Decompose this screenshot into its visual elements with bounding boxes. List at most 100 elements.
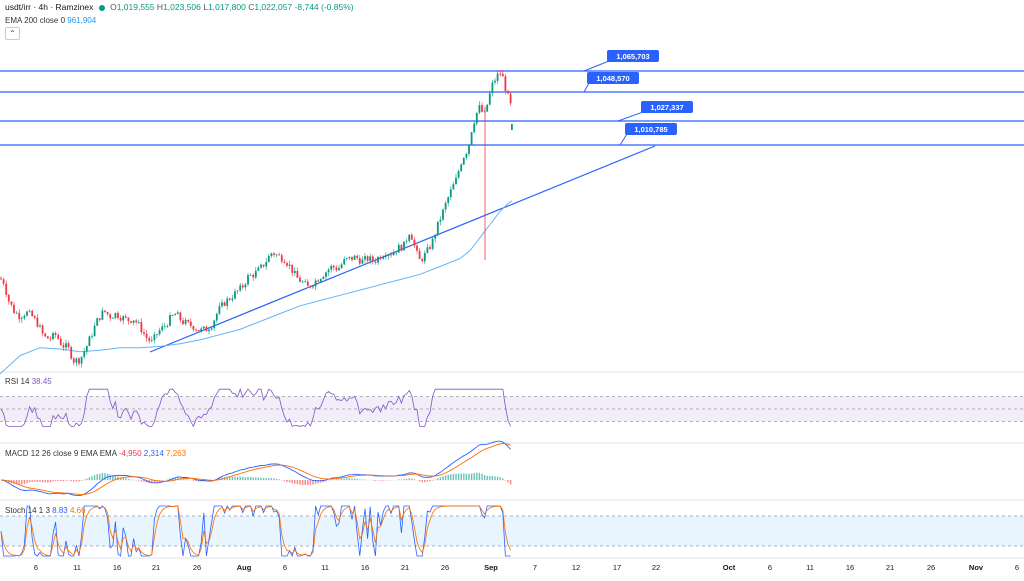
candle-body [434,235,436,239]
x-tick-label: Oct [723,563,736,572]
candle-body [252,275,254,278]
candle-body [510,94,512,104]
candle-body [468,145,470,154]
macd-histogram-bar [359,479,360,480]
macd-histogram-bar [305,480,306,485]
macd-histogram-bar [29,480,30,482]
macd-histogram-bar [24,480,25,484]
candle-body [364,256,366,259]
label-pointer [620,134,627,145]
candle-body [429,247,431,249]
candle-body [96,318,98,326]
candle-body [55,333,57,335]
candle-body [154,334,156,340]
candle-body [117,313,119,318]
macd-histogram-bar [250,477,251,480]
macd-legend[interactable]: MACD 12 26 close 9 EMA EMA -4,950 2,314 … [5,449,186,458]
candle-body [198,330,200,331]
macd-histogram-bar [380,480,381,481]
macd-histogram-bar [229,477,230,480]
ema-value: 961,904 [67,16,96,25]
candle-body [29,311,31,312]
candle-body [359,258,361,264]
candle-body [393,253,395,255]
macd-histogram-bar [398,479,399,480]
macd-histogram-bar [422,480,423,482]
macd-histogram-bar [47,480,48,482]
candle-body [408,235,410,241]
candle-body [440,220,442,222]
stoch-legend[interactable]: Stoch 14 1 3 8.83 4.66 [5,506,86,515]
candle-body [50,339,52,340]
collapse-legend-button[interactable]: ⌃ [5,27,20,40]
macd-histogram-bar [497,477,498,481]
candle-body [5,284,7,295]
trendline[interactable] [150,146,655,352]
candle-body [94,326,96,336]
rsi-band [0,397,1024,422]
candle-body [447,197,449,203]
level-label-text: 1,010,785 [634,125,667,134]
ema-legend[interactable]: EMA 200 close 0 961,904 [5,16,96,25]
candle-body [232,299,234,300]
macd-histogram-bar [502,478,503,480]
candle-body [8,295,10,302]
candle-body [13,305,15,313]
macd-histogram-bar [26,480,27,483]
macd-histogram-bar [445,475,446,480]
macd-histogram-bar [110,475,111,481]
candle-body [442,209,444,219]
macd-histogram-bar [258,478,259,481]
candle-body [146,334,148,338]
candle-body [268,256,270,262]
x-tick-label: 6 [768,563,772,572]
candle-body [172,315,174,316]
macd-histogram-bar [484,475,485,480]
candle-body [317,281,319,282]
macd-histogram-bar [429,480,430,481]
x-tick-label: 17 [613,563,621,572]
macd-histogram-bar [432,480,433,481]
candle-body [200,329,202,332]
macd-histogram-bar [84,480,85,481]
horizontal-levels[interactable] [0,71,1024,145]
candle-body [76,358,78,362]
macd-histogram-bar [273,478,274,480]
candle-body [424,253,426,261]
macd-histogram-bar [331,479,332,480]
macd-histogram-bar [125,478,126,480]
candle-body [260,265,262,268]
candle-body [351,257,353,260]
candle-body [325,272,327,277]
macd-histogram-bar [99,474,100,480]
candle-body [289,265,291,266]
candle-body [281,255,283,261]
status-dot-icon [99,5,105,11]
candle-body [216,314,218,321]
candle-body [460,165,462,172]
candle-body [255,271,257,278]
candle-body [476,113,478,124]
macd-histogram-bar [78,480,79,481]
macd-histogram-bar [307,480,308,485]
macd-histogram-bar [52,480,53,482]
candle-body [0,278,2,279]
macd-histogram-bar [468,474,469,480]
rsi-legend[interactable]: RSI 14 38.45 [5,377,52,386]
candle-body [133,321,135,323]
candle-body [489,93,491,104]
candle-body [382,257,384,259]
candle-body [265,262,267,266]
macd-histogram-bar [507,480,508,482]
candle-body [187,320,189,322]
candle-body [195,330,197,331]
candle-body [81,357,83,364]
candle-body [24,316,26,318]
candle-body [414,240,416,246]
macd-histogram-bar [50,480,51,482]
chevron-up-icon: ⌃ [9,29,16,38]
support-trendline [150,146,655,352]
